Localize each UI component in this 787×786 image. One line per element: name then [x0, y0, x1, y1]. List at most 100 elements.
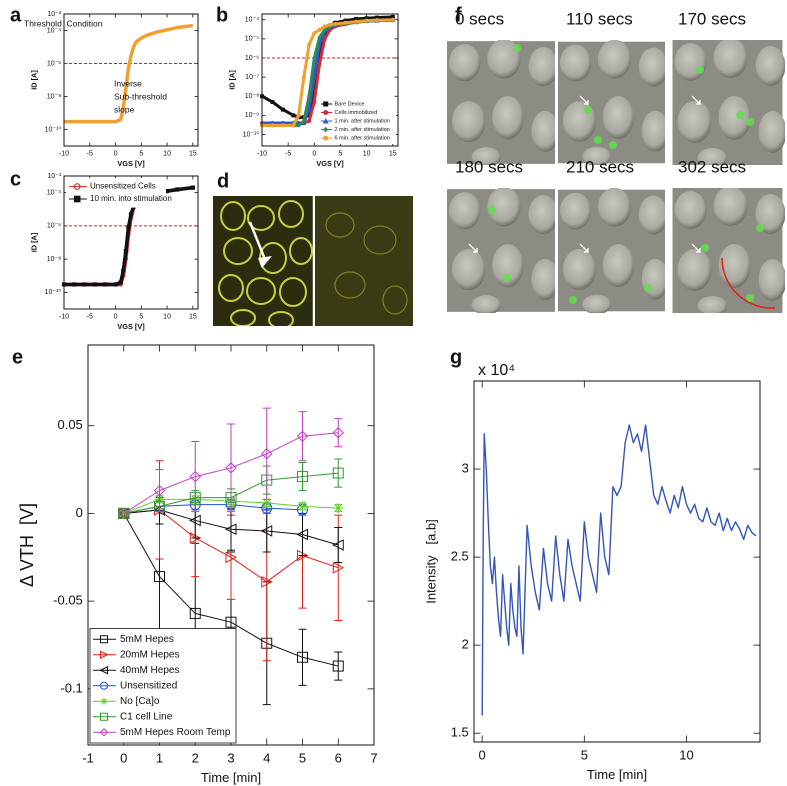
frame-label: 0 secs — [455, 9, 504, 28]
marker — [99, 728, 109, 737]
y-tick-label: 10⁻⁴ — [245, 17, 260, 24]
marker — [100, 681, 108, 690]
error-bar — [334, 458, 343, 488]
legend-label: 6 min. after stimulation — [335, 136, 390, 142]
axis-multiplier: x 10⁴ — [478, 362, 515, 379]
marker — [103, 282, 108, 287]
frame-label: 110 secs — [566, 9, 633, 28]
annotation: Sub-threshold — [114, 91, 167, 101]
y-tick-label: 10⁻¹⁰ — [45, 288, 62, 296]
marker — [128, 212, 134, 217]
marker — [328, 22, 332, 27]
frame-image — [672, 188, 785, 313]
x-tick-label: -10 — [59, 151, 69, 158]
x-axis-label: VGS [V] — [117, 322, 145, 331]
marker — [322, 126, 329, 133]
series-line — [481, 424, 757, 716]
marker — [354, 19, 359, 24]
x-axis-label: Time [min] — [587, 767, 647, 782]
marker — [296, 123, 301, 128]
marker — [123, 249, 128, 254]
x-tick-label: 1 — [156, 751, 163, 766]
x-tick-label: 15 — [189, 314, 197, 321]
marker — [99, 665, 108, 675]
legend-label: 5mM Hepes — [120, 634, 174, 645]
arrow — [468, 243, 478, 253]
x-tick-label: 5 — [139, 151, 143, 158]
x-tick-label: 2 — [192, 751, 199, 766]
axes-frame — [63, 13, 199, 147]
marker — [270, 123, 275, 128]
x-tick-label: 0 — [114, 151, 118, 158]
frame-label: 210 secs — [566, 157, 634, 176]
legend-label: Bare Device — [335, 101, 365, 107]
marker — [307, 119, 312, 124]
marker — [113, 282, 118, 287]
x-tick-label: -5 — [87, 151, 93, 158]
arrow — [691, 95, 701, 105]
y-tick-label: 1.5 — [451, 725, 469, 740]
x-axis-label: VGS [V] — [316, 159, 344, 168]
time-lapse-frames: 0 secs 110 secs 170 secs 180 secs 210 secs 30… — [447, 9, 785, 313]
frame-label: 180 secs — [455, 157, 523, 176]
error-bar — [334, 526, 343, 564]
y-axis-label: ID [A] — [30, 232, 39, 252]
x-tick-label: -5 — [87, 314, 93, 321]
marker — [270, 100, 275, 104]
x-tick-label: 3 — [227, 751, 234, 766]
y-tick-label: -0.05 — [53, 593, 83, 608]
legend-label: Unsensitized — [120, 680, 177, 691]
marker — [297, 651, 308, 663]
y-tick-label: 10⁻⁶ — [47, 223, 61, 230]
x-tick-label: 15 — [389, 151, 397, 158]
x-tick-label: 15 — [189, 151, 197, 158]
frame-label: 302 secs — [678, 157, 746, 176]
y-axis-label: ID [A] — [30, 70, 39, 90]
y-tick-label: -0.1 — [60, 680, 82, 695]
fluorescent-spot — [736, 111, 744, 119]
y-tick-label: 10⁻⁴ — [47, 189, 62, 196]
marker — [332, 467, 344, 479]
error-bar — [227, 423, 235, 513]
axes-frame — [261, 13, 399, 147]
marker — [306, 94, 312, 99]
y-tick-label: 10⁻⁹ — [245, 112, 259, 119]
marker — [121, 268, 126, 273]
error-bar — [298, 411, 307, 462]
x-tick-label: 5 — [339, 151, 343, 158]
marker — [323, 110, 329, 116]
arrow — [691, 243, 701, 253]
axes-frame — [87, 344, 375, 746]
x-tick-label: 0 — [120, 751, 127, 766]
marker — [322, 24, 327, 29]
arrow — [579, 243, 589, 253]
marker — [312, 55, 317, 61]
marker — [332, 539, 344, 551]
marker — [225, 616, 237, 628]
fluorescent-spot — [746, 118, 754, 126]
marker — [153, 484, 166, 497]
y-tick-label: 10⁻⁶ — [245, 55, 259, 62]
marker — [225, 462, 237, 474]
fluorescent-spot — [696, 66, 704, 74]
arrow — [579, 95, 589, 105]
y-tick-label: 3 — [462, 460, 469, 475]
marker — [261, 576, 273, 588]
marker — [317, 27, 322, 32]
marker — [126, 225, 131, 230]
error-bar — [298, 462, 307, 492]
legend-label: 10 min. into stimulation — [90, 194, 172, 203]
marker — [175, 187, 180, 192]
legend-label: 20mM Hepes — [120, 649, 179, 660]
x-axis-label: Time [min] — [201, 770, 261, 785]
marker — [307, 42, 312, 47]
legend-label: Cells immobilized — [335, 110, 378, 116]
marker — [317, 61, 322, 66]
legend-label: 1 min. after stimulation — [335, 118, 390, 124]
error-bar — [334, 418, 343, 448]
panel-label: g — [450, 346, 462, 368]
marker — [100, 697, 108, 705]
marker — [311, 74, 317, 80]
